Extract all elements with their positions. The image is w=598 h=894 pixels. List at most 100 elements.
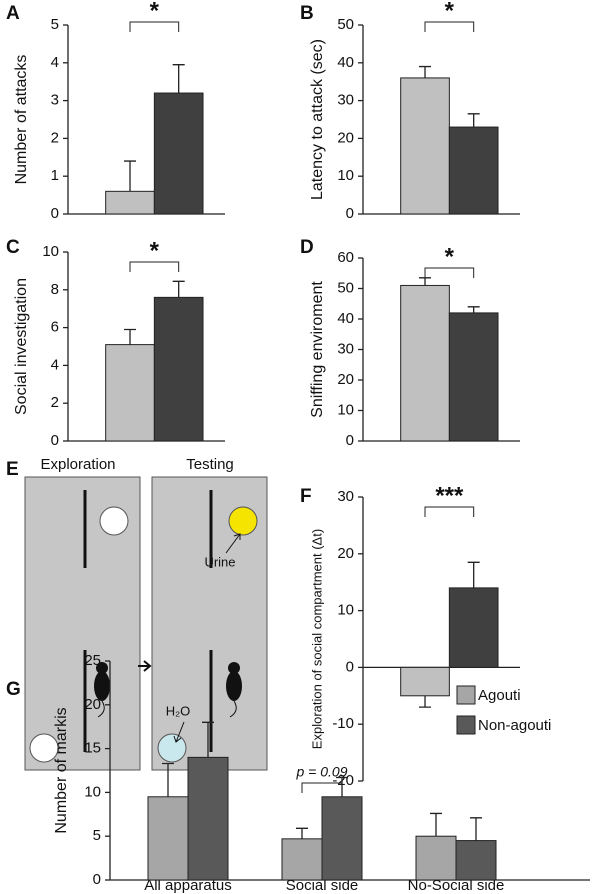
y-tick-label: 50 [337, 279, 354, 296]
y-tick-label: 8 [51, 281, 59, 298]
error-bar [419, 65, 432, 78]
significance-bracket [424, 506, 475, 517]
y-tick-label: 10 [337, 602, 354, 619]
legend-swatch [456, 715, 476, 735]
significance-label: * [445, 0, 455, 24]
y-tick-label: 15 [84, 740, 101, 757]
bar [187, 756, 229, 881]
y-tick-label: 10 [42, 243, 59, 260]
panel-letter: F [300, 486, 312, 507]
y-tick-label: 60 [337, 249, 354, 266]
y-tick-label: 25 [84, 652, 101, 669]
dish [99, 506, 129, 536]
panel-letter: B [300, 3, 314, 24]
error-bar [430, 812, 442, 837]
mouse [94, 662, 110, 718]
x-tick-label: Social side [286, 877, 359, 894]
panel-letter: E [6, 459, 19, 480]
y-tick-label: 0 [51, 432, 59, 449]
y-axis-label: Latency to attack (sec) [309, 39, 326, 200]
y-axis-label: Number of markis [53, 707, 70, 833]
legend-swatch [456, 685, 476, 705]
error-bar [467, 113, 480, 128]
bar [281, 838, 323, 881]
significance-bracket [129, 261, 180, 272]
legend-label: Agouti [478, 687, 521, 704]
x-tick-label: No-Social side [408, 877, 505, 894]
panel-letter: D [300, 237, 314, 258]
bar [448, 126, 499, 215]
dish [29, 733, 59, 763]
y-axis-label: Social investigation [13, 278, 30, 415]
bar [153, 296, 204, 442]
significance-bracket [424, 267, 475, 278]
y-tick-label: 10 [337, 401, 354, 418]
y-tick-label: 5 [51, 16, 59, 33]
error-bar [172, 64, 185, 94]
y-tick-label: 30 [337, 488, 354, 505]
error-bar [172, 280, 185, 298]
y-tick-label: 30 [337, 92, 354, 109]
y-tick-label: 50 [337, 16, 354, 33]
bar [415, 835, 457, 881]
y-tick-label: 4 [51, 356, 59, 373]
y-tick-label: 20 [337, 129, 354, 146]
significance-bracket [301, 782, 343, 793]
y-tick-label: 20 [337, 545, 354, 562]
x-tick-label: All apparatus [144, 877, 232, 894]
arrow [138, 660, 152, 672]
y-tick-label: -10 [332, 715, 354, 732]
panel-letter: A [6, 3, 20, 24]
bar [400, 77, 450, 215]
urine-dish [228, 506, 258, 536]
significance-label: *** [435, 482, 464, 509]
water-label: H₂O [166, 703, 191, 718]
y-axis-label: Exploration of social compartment (Δt) [309, 529, 324, 749]
y-axis-label: Number of attacks [13, 55, 30, 185]
bar [448, 312, 499, 442]
y-tick-label: 0 [93, 871, 101, 888]
error-bar [419, 695, 432, 708]
y-tick-label: 0 [346, 658, 354, 675]
y-tick-label: 0 [346, 205, 354, 222]
arrow [225, 533, 241, 554]
significance-label: * [150, 237, 160, 264]
panel-letter: G [6, 679, 21, 700]
mouse [226, 662, 242, 718]
significance-bracket [129, 21, 180, 32]
bar [153, 92, 204, 215]
bar [448, 587, 499, 668]
bar [147, 796, 189, 881]
y-tick-label: 40 [337, 54, 354, 71]
y-tick-label: 6 [51, 319, 59, 336]
bar [400, 666, 450, 697]
diagram-title: Testing [186, 456, 234, 473]
error-bar [470, 817, 482, 841]
y-tick-label: 10 [84, 783, 101, 800]
error-bar [202, 721, 214, 758]
bar [105, 190, 155, 215]
error-bar [296, 827, 308, 839]
legend-label: Non-agouti [478, 717, 551, 734]
bar [400, 284, 450, 442]
error-bar [467, 561, 480, 588]
y-tick-label: 20 [337, 371, 354, 388]
diagram: E Exploration Testing Urine H₂O [6, 456, 268, 771]
arrow [173, 721, 185, 743]
error-bar [467, 306, 480, 313]
y-tick-label: -20 [332, 772, 354, 789]
y-tick-label: 3 [51, 92, 59, 109]
error-bar [124, 328, 137, 345]
y-tick-label: 40 [337, 310, 354, 327]
y-tick-label: 2 [51, 129, 59, 146]
significance-label: * [150, 0, 160, 24]
y-tick-label: 10 [337, 167, 354, 184]
urine-label: Urine [204, 554, 235, 569]
significance-label: * [445, 243, 455, 270]
diagram-title: Exploration [40, 456, 115, 473]
error-bar [419, 277, 432, 286]
y-axis-label: Sniffing enviroment [309, 281, 326, 418]
error-bar [124, 160, 137, 192]
y-tick-label: 4 [51, 54, 59, 71]
